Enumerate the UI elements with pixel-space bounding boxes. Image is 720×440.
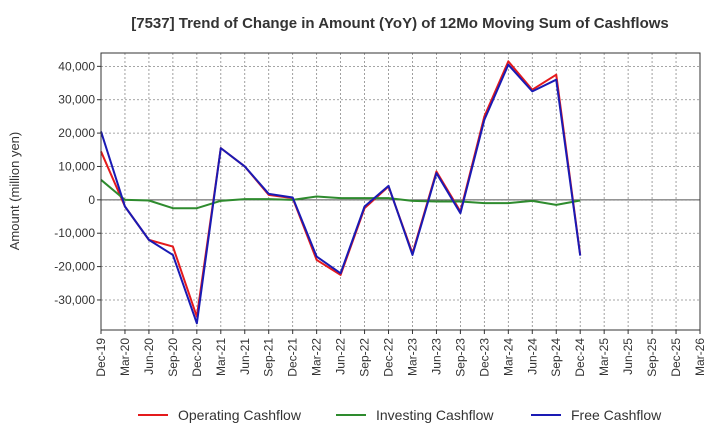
x-axis: Dec-19 Mar-20 Jun-20 Sep-20 Dec-20 Mar-21 Jun-…: [94, 330, 707, 377]
y-tick-label: -10,000: [54, 226, 95, 240]
legend-label-free-cashflow: Free Cashflow: [571, 407, 662, 423]
series-lines: [100, 60, 582, 325]
x-tick-label: Mar-23: [405, 338, 419, 376]
y-tick-label: 20,000: [58, 126, 95, 140]
x-tick-label: Sep-22: [358, 338, 372, 377]
x-tick-label: Dec-19: [94, 338, 108, 377]
legend-label-investing-cashflow: Investing Cashflow: [376, 407, 494, 423]
x-tick-label: Dec-22: [382, 338, 396, 377]
x-tick-label: Sep-20: [166, 338, 180, 377]
y-tick-label: 40,000: [58, 59, 95, 73]
y-tick-label: -30,000: [54, 293, 95, 307]
chart-title: [7537] Trend of Change in Amount (YoY) o…: [131, 15, 669, 32]
series-line-free-cashflow: [100, 63, 582, 325]
legend: Operating Cashflow Investing Cashflow Free…: [138, 407, 662, 423]
x-tick-label: Mar-24: [501, 338, 515, 376]
x-tick-label: Jun-22: [334, 338, 348, 375]
y-tick-label: 0: [88, 193, 95, 207]
x-tick-label: Mar-21: [214, 338, 228, 376]
series-line-operating-cashflow: [100, 60, 582, 318]
x-tick-label: Jun-23: [429, 338, 443, 375]
y-tick-label: 30,000: [58, 93, 95, 107]
x-tick-label: Jun-21: [238, 338, 252, 375]
y-tick-label: 10,000: [58, 159, 95, 173]
gridlines: [100, 53, 701, 330]
x-tick-label: Mar-25: [597, 338, 611, 376]
x-tick-label: Mar-26: [693, 338, 707, 376]
x-tick-label: Jun-24: [525, 338, 539, 375]
y-axis: 40,000 30,000 20,000 10,000 0 -10,000 -20,000 -…: [54, 59, 101, 307]
x-tick-label: Dec-24: [573, 338, 587, 377]
x-tick-label: Jun-25: [621, 338, 635, 375]
x-tick-label: Dec-23: [477, 338, 491, 377]
x-tick-label: Dec-20: [190, 338, 204, 377]
plot-frame: [100, 52, 701, 331]
x-tick-label: Sep-25: [645, 338, 659, 377]
legend-label-operating-cashflow: Operating Cashflow: [178, 407, 302, 423]
x-tick-label: Dec-21: [286, 338, 300, 377]
x-tick-label: Mar-22: [310, 338, 324, 376]
x-tick-label: Sep-21: [262, 338, 276, 377]
y-tick-label: -20,000: [54, 260, 95, 274]
x-tick-label: Sep-24: [549, 338, 563, 377]
x-tick-label: Jun-20: [142, 338, 156, 375]
y-axis-title: Amount (million yen): [7, 132, 22, 251]
series-line-investing-cashflow: [100, 179, 581, 210]
x-tick-label: Dec-25: [669, 338, 683, 377]
x-tick-label: Sep-23: [453, 338, 467, 377]
x-tick-label: Mar-20: [118, 338, 132, 376]
